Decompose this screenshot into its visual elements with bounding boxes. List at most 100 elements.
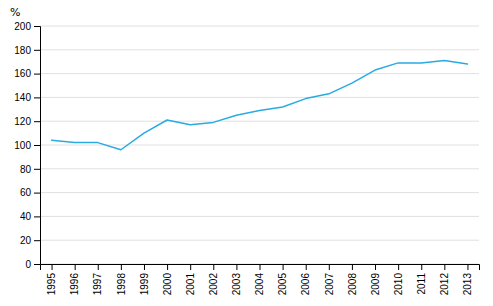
tick-label: 20: [20, 235, 32, 246]
x-tick: 2002: [208, 264, 219, 295]
line: [52, 61, 468, 150]
tick-label: 2009: [370, 273, 381, 296]
grid-line: [40, 192, 479, 193]
tick-label: 2002: [208, 273, 219, 296]
tick-mark: [121, 264, 122, 270]
tick-mark: [144, 264, 145, 270]
tick-label: 2012: [439, 273, 450, 296]
tick-label: 180: [14, 45, 31, 56]
tick-mark: [260, 264, 261, 270]
tick-mark: [34, 97, 40, 98]
y-tick: 160: [14, 68, 40, 79]
y-label: %: [10, 6, 20, 19]
plot-area: [52, 61, 468, 150]
x-tick: 2001: [185, 264, 196, 295]
chart: 1995199619971998199920002001200220032004…: [0, 0, 493, 306]
tick-mark: [444, 264, 445, 270]
tick-label: 120: [14, 116, 31, 127]
tick-mark: [352, 264, 353, 270]
tick-mark: [213, 264, 214, 270]
x-tick: 1997: [92, 264, 103, 295]
tick-mark: [34, 169, 40, 170]
tick-label: 100: [14, 140, 31, 151]
grid: [40, 26, 479, 264]
tick-label: 2003: [231, 273, 242, 296]
tick-mark: [52, 264, 53, 270]
x-tick: 1998: [116, 264, 127, 295]
tick-mark: [34, 50, 40, 51]
tick-mark: [236, 264, 237, 270]
tick-mark: [34, 240, 40, 241]
grid-line: [40, 26, 479, 27]
axis-line: [34, 27, 41, 265]
x-tick: 1995: [46, 264, 57, 295]
y-axis: 0 20 40 60 80 100 120 140 160 180 200: [14, 21, 40, 270]
x-tick: 2005: [277, 264, 288, 295]
tick-mark: [34, 121, 40, 122]
x-tick: 2000: [162, 264, 173, 295]
x-axis: 1995 1996 1997 1998 1999 2000 2001 2002 2003 2004…: [41, 264, 480, 295]
y-tick: 200: [14, 21, 40, 32]
tick-mark: [375, 264, 376, 270]
tick-mark: [34, 216, 40, 217]
tick-mark: [98, 264, 99, 270]
grid-line: [40, 97, 479, 98]
tick-mark: [190, 264, 191, 270]
y-tick: 120: [14, 116, 40, 127]
tick-mark: [329, 264, 330, 270]
tick-label: 2011: [416, 273, 427, 295]
tick-label: 1998: [116, 273, 127, 296]
tick-label: 200: [14, 21, 31, 32]
tick-mark: [34, 74, 40, 75]
tick-mark: [306, 264, 307, 270]
x-tick: 2009: [370, 264, 381, 295]
axis-line: [41, 265, 480, 271]
x-tick: 2006: [300, 264, 311, 295]
y-tick: 60: [20, 187, 40, 198]
x-tick: 2008: [347, 264, 358, 295]
tick-label: 60: [20, 187, 32, 198]
tick-mark: [467, 264, 468, 270]
grid-line: [40, 216, 479, 217]
grid-line: [40, 168, 479, 169]
tick-label: 40: [20, 211, 32, 222]
tick-label: 1997: [92, 273, 103, 296]
tick-label: 2006: [300, 273, 311, 296]
tick-label: 2007: [324, 273, 335, 296]
y-tick: 80: [20, 164, 40, 175]
tick-mark: [421, 264, 422, 270]
y-tick: 40: [20, 211, 40, 222]
tick-label: 2004: [254, 273, 265, 296]
tick-mark: [34, 26, 40, 27]
tick-label: 2010: [393, 273, 404, 296]
tick-label: 2013: [462, 273, 473, 296]
tick-label: 160: [14, 68, 31, 79]
tick-label: 80: [20, 164, 32, 175]
tick-label: 0: [25, 259, 31, 270]
x-tick: 1996: [69, 264, 80, 295]
tick-mark: [34, 145, 40, 146]
tick-label: 2000: [162, 273, 173, 296]
y-tick: 20: [20, 235, 40, 246]
y-tick: 180: [14, 45, 40, 56]
tick-label: 2001: [185, 273, 196, 296]
y-tick: 100: [14, 140, 40, 151]
x-tick: 2010: [393, 264, 404, 295]
grid-line: [40, 49, 479, 50]
x-tick: 2007: [324, 264, 335, 295]
x-tick: 2004: [254, 264, 265, 295]
tick-label: 2005: [277, 273, 288, 296]
x-tick: 1999: [139, 264, 150, 295]
y-tick: 140: [14, 92, 40, 103]
tick-label: 1996: [69, 273, 80, 296]
grid-line: [40, 73, 479, 74]
grid-line: [40, 121, 479, 122]
x-tick: 2013: [462, 264, 473, 295]
tick-label: 2008: [347, 273, 358, 296]
x-tick: 2003: [231, 264, 242, 295]
tick-label: 1995: [46, 273, 57, 296]
x-tick: 2011: [416, 264, 427, 295]
tick-mark: [398, 264, 399, 270]
tick-mark: [75, 264, 76, 270]
tick-label: 1999: [139, 273, 150, 296]
